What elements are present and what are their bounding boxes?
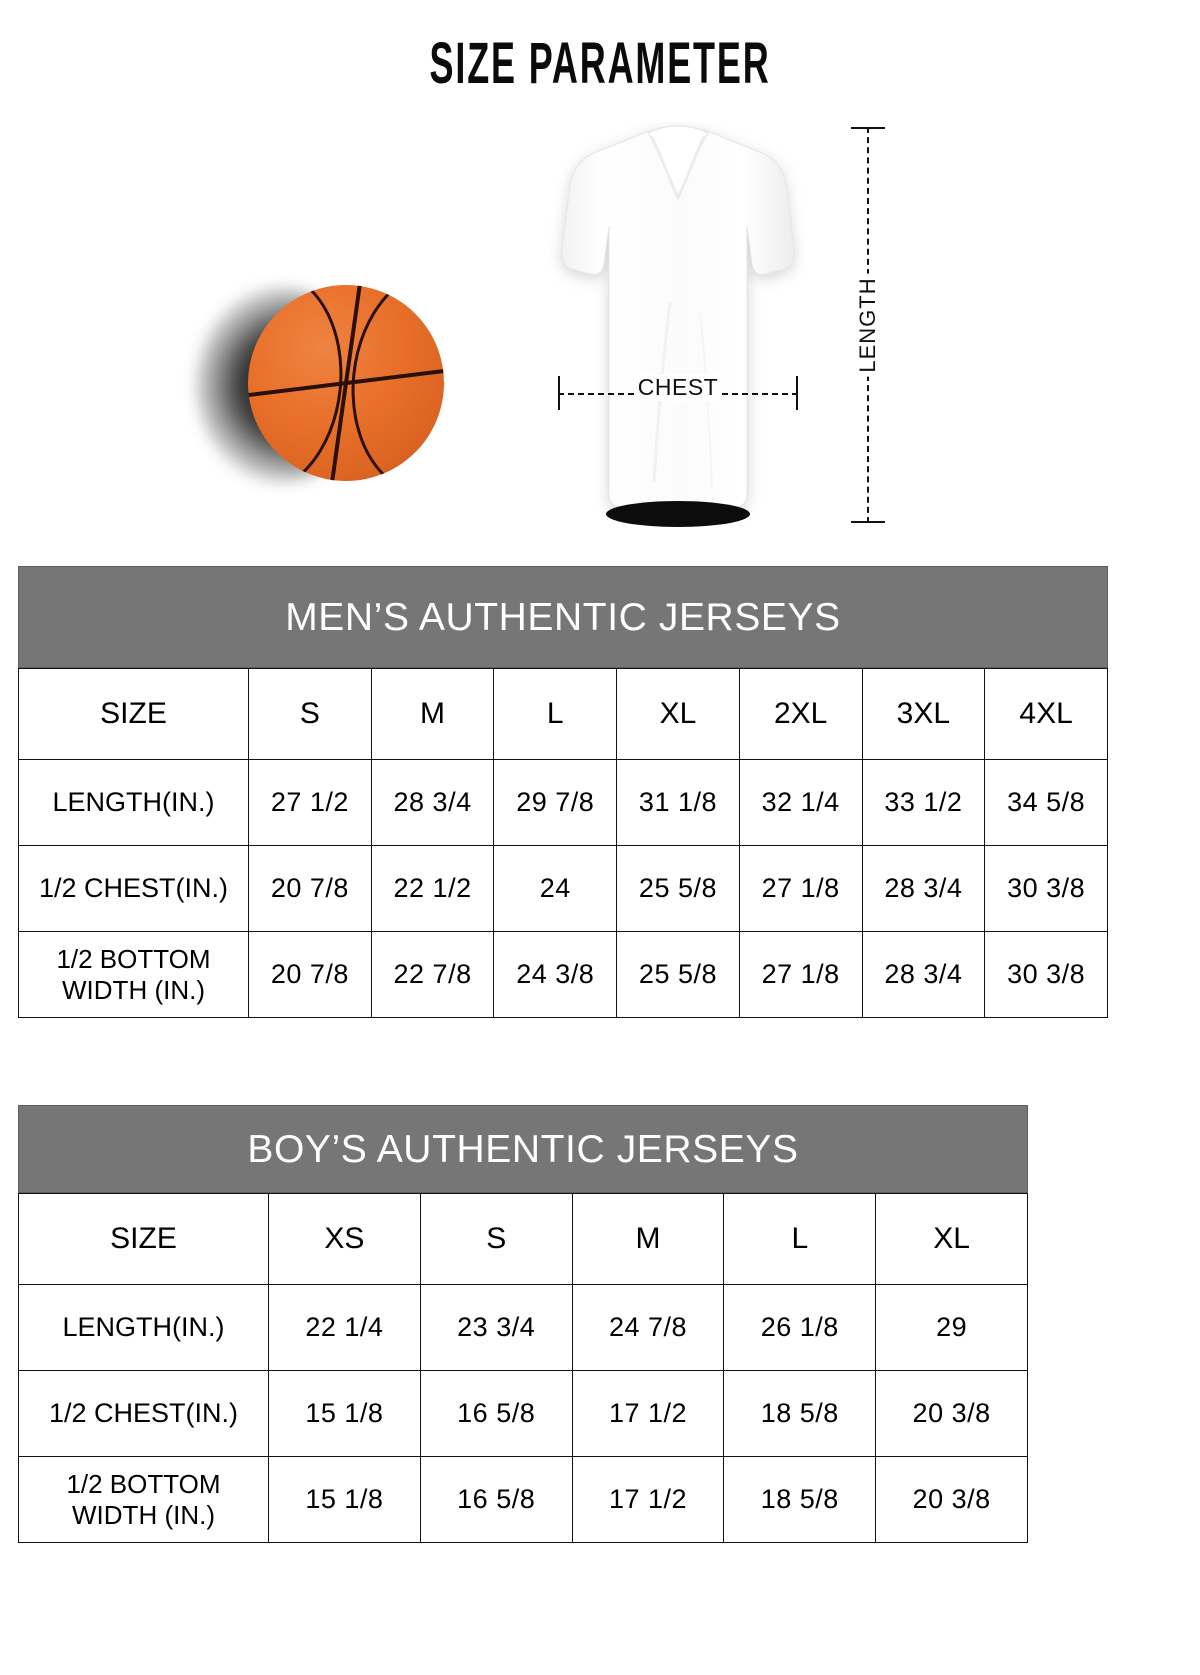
length-label: LENGTH [853, 273, 883, 377]
chest-label: CHEST [634, 374, 722, 401]
boys-row-1-val-4: 20 3/8 [875, 1370, 1028, 1457]
mens-row-2-val-6: 30 3/8 [984, 931, 1108, 1018]
jersey-icon [561, 125, 795, 527]
table-row: 1/2 BOTTOM WIDTH (IN.) 20 7/8 22 7/8 24 … [18, 931, 1108, 1018]
mens-row-2-val-2: 24 3/8 [493, 931, 618, 1018]
boys-row-1-val-2: 17 1/2 [571, 1370, 725, 1457]
boys-row-1-val-0: 15 1/8 [268, 1370, 421, 1457]
boys-row-0-val-2: 24 7/8 [571, 1284, 725, 1371]
length-dash-bottom [867, 375, 869, 523]
mens-row-1-val-6: 30 3/8 [984, 845, 1108, 932]
boys-size-label: SIZE [18, 1193, 269, 1285]
page-title-container: SIZE PARAMETER [0, 30, 1200, 97]
mens-row-0-val-6: 34 5/8 [984, 759, 1108, 846]
mens-row-2-val-1: 22 7/8 [370, 931, 495, 1018]
table-row: 1/2 CHEST(IN.) 15 1/8 16 5/8 17 1/2 18 5… [18, 1370, 1028, 1457]
mens-size-table-block: MEN’S AUTHENTIC JERSEYS SIZE S M L XL 2X… [18, 566, 1108, 1018]
mens-row-0-val-3: 31 1/8 [616, 759, 740, 846]
boys-row-0-val-3: 26 1/8 [723, 1284, 877, 1371]
length-measure: LENGTH [845, 127, 891, 523]
basketball-icon [248, 285, 444, 481]
mens-row-0-val-4: 32 1/4 [738, 759, 863, 846]
boys-row-1-val-1: 16 5/8 [419, 1370, 573, 1457]
boys-size-col-4: XL [875, 1193, 1028, 1285]
boys-row-1-val-3: 18 5/8 [723, 1370, 877, 1457]
chest-dash-right [722, 393, 798, 395]
length-dash-top [867, 127, 869, 275]
boys-size-col-2: M [571, 1193, 725, 1285]
mens-row-1-val-1: 22 1/2 [370, 845, 495, 932]
boys-row-2-val-1: 16 5/8 [419, 1456, 573, 1543]
mens-size-col-5: 3XL [861, 668, 986, 760]
mens-row-0-label: LENGTH(IN.) [18, 759, 249, 846]
boys-table-title: BOY’S AUTHENTIC JERSEYS [18, 1105, 1028, 1193]
boys-header-row: SIZE XS S M L XL [18, 1193, 1028, 1285]
mens-size-label: SIZE [18, 668, 249, 760]
mens-row-2-label: 1/2 BOTTOM WIDTH (IN.) [18, 931, 249, 1018]
boys-row-2-val-4: 20 3/8 [875, 1456, 1028, 1543]
mens-row-2-val-5: 28 3/4 [861, 931, 986, 1018]
boys-row-2-label: 1/2 BOTTOM WIDTH (IN.) [18, 1456, 269, 1543]
table-row: 1/2 BOTTOM WIDTH (IN.) 15 1/8 16 5/8 17 … [18, 1456, 1028, 1543]
boys-row-2-val-0: 15 1/8 [268, 1456, 421, 1543]
mens-row-0-val-2: 29 7/8 [493, 759, 618, 846]
chest-dash-left [558, 393, 634, 395]
mens-row-2-val-4: 27 1/8 [738, 931, 863, 1018]
table-row: LENGTH(IN.) 22 1/4 23 3/4 24 7/8 26 1/8 … [18, 1284, 1028, 1371]
boys-size-col-3: L [723, 1193, 877, 1285]
mens-row-1-label: 1/2 CHEST(IN.) [18, 845, 249, 932]
mens-row-1-val-3: 25 5/8 [616, 845, 740, 932]
chest-measure: CHEST [558, 374, 798, 410]
mens-row-1-val-2: 24 [493, 845, 618, 932]
mens-row-0-val-0: 27 1/2 [248, 759, 372, 846]
mens-row-2-label-line1: 1/2 BOTTOM [56, 943, 211, 974]
mens-table-title: MEN’S AUTHENTIC JERSEYS [18, 566, 1108, 668]
mens-size-col-4: 2XL [738, 668, 863, 760]
mens-row-1-val-0: 20 7/8 [248, 845, 372, 932]
boys-row-0-val-4: 29 [875, 1284, 1028, 1371]
jersey-illustration [548, 122, 808, 530]
table-row: 1/2 CHEST(IN.) 20 7/8 22 1/2 24 25 5/8 2… [18, 845, 1108, 932]
boys-row-2-val-2: 17 1/2 [571, 1456, 725, 1543]
illustration-area: CHEST LENGTH [0, 110, 1200, 540]
mens-row-2-val-0: 20 7/8 [248, 931, 372, 1018]
mens-size-col-2: L [493, 668, 618, 760]
mens-size-table: SIZE S M L XL 2XL 3XL 4XL LENGTH(IN.) 27… [18, 668, 1108, 1018]
table-row: LENGTH(IN.) 27 1/2 28 3/4 29 7/8 31 1/8 … [18, 759, 1108, 846]
mens-row-2-label-line2: WIDTH (IN.) [62, 974, 205, 1005]
basketball-illustration [196, 285, 448, 485]
mens-row-0-val-1: 28 3/4 [370, 759, 495, 846]
boys-row-0-val-0: 22 1/4 [268, 1284, 421, 1371]
boys-row-1-label: 1/2 CHEST(IN.) [18, 1370, 269, 1457]
mens-row-0-val-5: 33 1/2 [861, 759, 986, 846]
page-title: SIZE PARAMETER [429, 31, 771, 96]
mens-row-2-val-3: 25 5/8 [616, 931, 740, 1018]
boys-row-2-val-3: 18 5/8 [723, 1456, 877, 1543]
mens-row-1-val-5: 28 3/4 [861, 845, 986, 932]
mens-size-col-3: XL [616, 668, 740, 760]
boys-row-2-label-line2: WIDTH (IN.) [72, 1499, 215, 1530]
boys-size-col-1: S [419, 1193, 573, 1285]
boys-size-table-block: BOY’S AUTHENTIC JERSEYS SIZE XS S M L XL… [18, 1105, 1028, 1543]
mens-row-1-val-4: 27 1/8 [738, 845, 863, 932]
boys-row-0-label: LENGTH(IN.) [18, 1284, 269, 1371]
boys-size-table: SIZE XS S M L XL LENGTH(IN.) 22 1/4 23 3… [18, 1193, 1028, 1543]
mens-header-row: SIZE S M L XL 2XL 3XL 4XL [18, 668, 1108, 760]
boys-row-0-val-1: 23 3/4 [419, 1284, 573, 1371]
boys-size-col-0: XS [268, 1193, 421, 1285]
boys-row-2-label-line1: 1/2 BOTTOM [66, 1468, 221, 1499]
mens-size-col-6: 4XL [984, 668, 1108, 760]
mens-size-col-1: M [370, 668, 495, 760]
mens-size-col-0: S [248, 668, 372, 760]
